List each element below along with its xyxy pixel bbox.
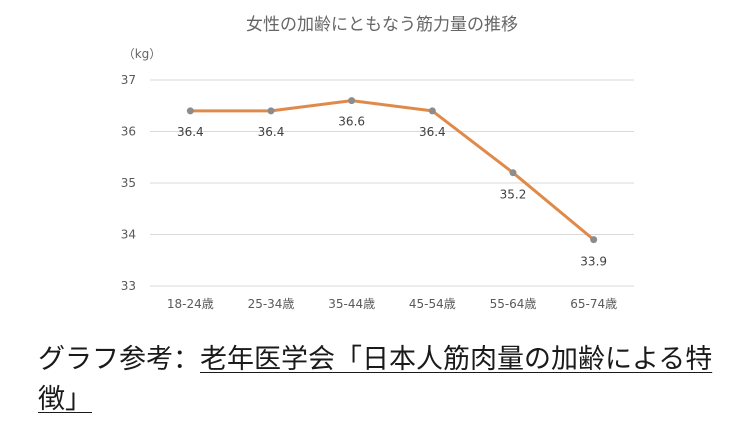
x-tick-label: 35-44歳 xyxy=(328,297,375,311)
data-point xyxy=(590,236,598,244)
x-tick-label: 18-24歳 xyxy=(167,297,214,311)
data-point xyxy=(509,169,517,177)
chart-title: 女性の加齢にともなう筋力量の推移 xyxy=(246,15,518,35)
y-axis-unit-label: （kg） xyxy=(123,47,162,61)
series-line xyxy=(190,99,595,241)
data-point xyxy=(348,97,356,105)
data-point xyxy=(428,107,436,115)
x-tick-label: 65-74歳 xyxy=(570,297,617,311)
source-caption: グラフ参考：老年医学会「日本人筋肉量の加齢による特徴」 xyxy=(38,340,728,420)
x-tick-label: 55-64歳 xyxy=(490,297,537,311)
data-point xyxy=(267,107,275,115)
data-label: 33.9 xyxy=(580,255,607,269)
data-label: 36.4 xyxy=(258,125,285,139)
data-label: 35.2 xyxy=(500,188,527,202)
data-label: 36.4 xyxy=(177,125,204,139)
data-point xyxy=(186,107,194,115)
data-label: 36.4 xyxy=(419,125,446,139)
y-tick-label: 33 xyxy=(121,279,136,293)
data-label: 36.6 xyxy=(338,115,365,129)
y-tick-label: 37 xyxy=(121,73,136,87)
y-tick-label: 35 xyxy=(121,176,136,190)
x-tick-label: 45-54歳 xyxy=(409,297,456,311)
y-tick-label: 34 xyxy=(121,228,136,242)
y-tick-label: 36 xyxy=(121,125,136,139)
caption-reference-link[interactable]: 老年医学会「日本人筋肉量の加齢による特徴」 xyxy=(38,344,713,415)
line-chart: 女性の加齢にともなう筋力量の推移 （kg） 33 34 35 36 37 18-24歳 2… xyxy=(121,15,634,311)
caption-prefix: グラフ参考： xyxy=(38,344,200,375)
x-tick-label: 25-34歳 xyxy=(248,297,295,311)
